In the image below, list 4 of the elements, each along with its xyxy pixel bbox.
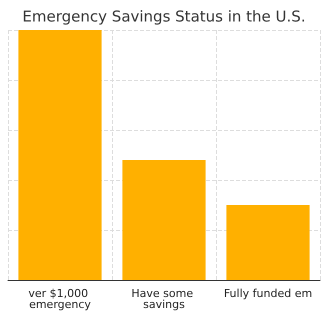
x-tick-label: Have some savings — [131, 287, 197, 311]
x-tick-label: ver $1,000 emergency — [28, 287, 92, 311]
chart-title: Emergency Savings Status in the U.S. — [22, 8, 306, 26]
x-tick-label: Fully funded em — [224, 287, 312, 300]
